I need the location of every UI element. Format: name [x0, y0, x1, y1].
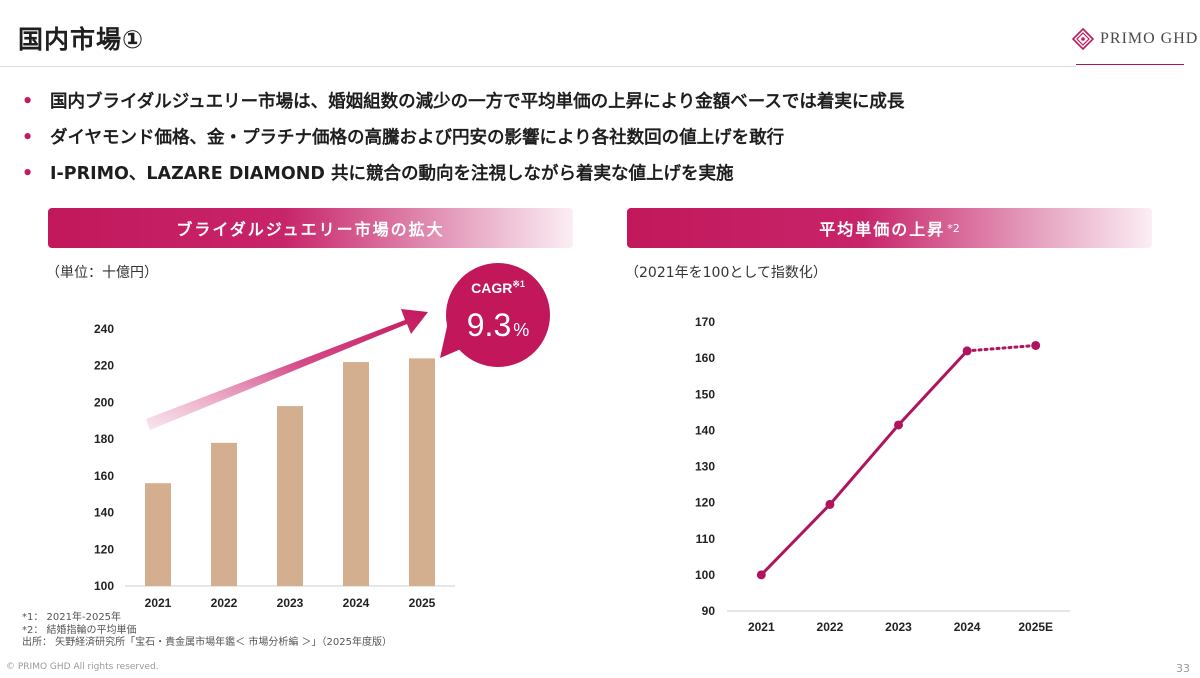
source-note: 出所： 矢野経済研究所「宝石・貴金属市場年鑑＜ 市場分析編 ＞」（2025年度版… [22, 637, 392, 648]
cagr-value: 9.3% [467, 307, 530, 343]
y-tick-label: 160 [94, 469, 114, 483]
market-panel-header: ブライダルジュエリー市場の拡大 [48, 208, 573, 248]
cagr-bubble: CAGR※1 9.3% [440, 263, 550, 367]
point-2025E [1031, 340, 1041, 350]
price-panel-footnote-ref: *2 [947, 221, 960, 235]
copyright: © PRIMO GHD All rights reserved. [6, 662, 159, 672]
price-panel-title: 平均単価の上昇 [819, 220, 946, 239]
bullet-marker: • [22, 92, 34, 112]
page-number: 33 [1176, 662, 1190, 675]
diamond-logo-icon [1072, 28, 1094, 50]
y-tick-label: 120 [94, 542, 114, 556]
y-tick-label: 150 [695, 387, 715, 401]
x-tick-label: 2025E [1018, 620, 1053, 634]
bullet-marker: • [22, 164, 34, 184]
y-tick-label: 130 [695, 460, 715, 474]
bar-2023 [277, 406, 303, 586]
bullet-item: • 国内ブライダルジュエリー市場は、婚姻組数の減少の一方で平均単価の上昇により金… [22, 90, 904, 126]
x-tick-label: 2023 [885, 620, 912, 634]
x-tick-label: 2022 [817, 620, 844, 634]
y-tick-label: 100 [94, 579, 114, 593]
point-2024 [962, 346, 972, 356]
market-unit-note: （単位：十億円） [46, 265, 158, 281]
y-tick-label: 200 [94, 395, 114, 409]
cagr-label: CAGR※1 [471, 279, 525, 296]
y-tick-label: 100 [695, 568, 715, 582]
actual-series-line [760, 349, 969, 576]
x-tick-label: 2024 [343, 596, 370, 610]
y-tick-label: 140 [94, 506, 114, 520]
price-unit-note: （2021年を100として指数化） [625, 265, 827, 281]
y-tick-label: 90 [702, 604, 716, 618]
bullet-text: ダイヤモンド価格、金・プラチナ価格の高騰および円安の影響により各社数回の値上げを… [50, 128, 785, 148]
y-tick-label: 160 [695, 351, 715, 365]
bar-2021 [145, 483, 171, 586]
price-line-chart: 90 100 110 120 130 140 150 160 170 2021 2022 2023 20… [695, 315, 1070, 634]
market-panel-title: ブライダルジュエリー市場の拡大 [176, 220, 445, 239]
bar-2025 [409, 358, 435, 586]
header-divider [0, 66, 1076, 67]
logo: PRIMO GHD [1072, 26, 1198, 52]
y-tick-label: 240 [94, 322, 114, 336]
price-panel-header: 平均単価の上昇 *2 [627, 208, 1152, 248]
logo-underline [1076, 64, 1184, 65]
bullet-list: • 国内ブライダルジュエリー市場は、婚姻組数の減少の一方で平均単価の上昇により金… [22, 90, 904, 198]
market-bar-chart: 100 120 140 160 180 200 220 240 2021 2022 2023 2024… [94, 322, 455, 610]
y-tick-label: 220 [94, 359, 114, 373]
projected-series-line [965, 343, 1038, 353]
bar-2024 [343, 362, 369, 586]
y-tick-label: 170 [695, 315, 715, 329]
x-tick-label: 2022 [211, 596, 238, 610]
page-title: 国内市場① [18, 25, 145, 54]
bullet-marker: • [22, 128, 34, 148]
y-tick-label: 140 [695, 423, 715, 437]
bullet-item: • I-PRIMO、LAZARE DIAMOND 共に競合の動向を注視しながら着… [22, 162, 904, 198]
x-tick-label: 2021 [748, 620, 775, 634]
x-tick-label: 2024 [954, 620, 981, 634]
x-tick-label: 2023 [277, 596, 304, 610]
footnotes: *1： 2021年-2025年 *2： 結婚指輪の平均単価 出所： 矢野経済研究… [22, 612, 392, 650]
x-tick-label: 2025 [409, 596, 436, 610]
cagr-footnote-ref: ※1 [512, 279, 525, 289]
bullet-item: • ダイヤモンド価格、金・プラチナ価格の高騰および円安の影響により各社数回の値上… [22, 126, 904, 162]
point-2021 [756, 570, 766, 580]
bar-2022 [211, 442, 237, 586]
growth-arrow [146, 309, 428, 430]
y-tick-label: 180 [94, 432, 114, 446]
bullet-text: I-PRIMO、LAZARE DIAMOND 共に競合の動向を注視しながら着実な… [50, 164, 734, 184]
logo-text: PRIMO GHD [1100, 30, 1199, 47]
point-2022 [825, 499, 835, 509]
footnote-1: *1： 2021年-2025年 [22, 612, 122, 623]
footnote-2: *2： 結婚指輪の平均単価 [22, 624, 137, 636]
point-2023 [894, 420, 903, 430]
y-tick-label: 120 [695, 496, 715, 510]
y-tick-label: 110 [696, 532, 716, 546]
bullet-text: 国内ブライダルジュエリー市場は、婚姻組数の減少の一方で平均単価の上昇により金額ベ… [50, 92, 905, 112]
x-tick-label: 2021 [145, 596, 172, 610]
